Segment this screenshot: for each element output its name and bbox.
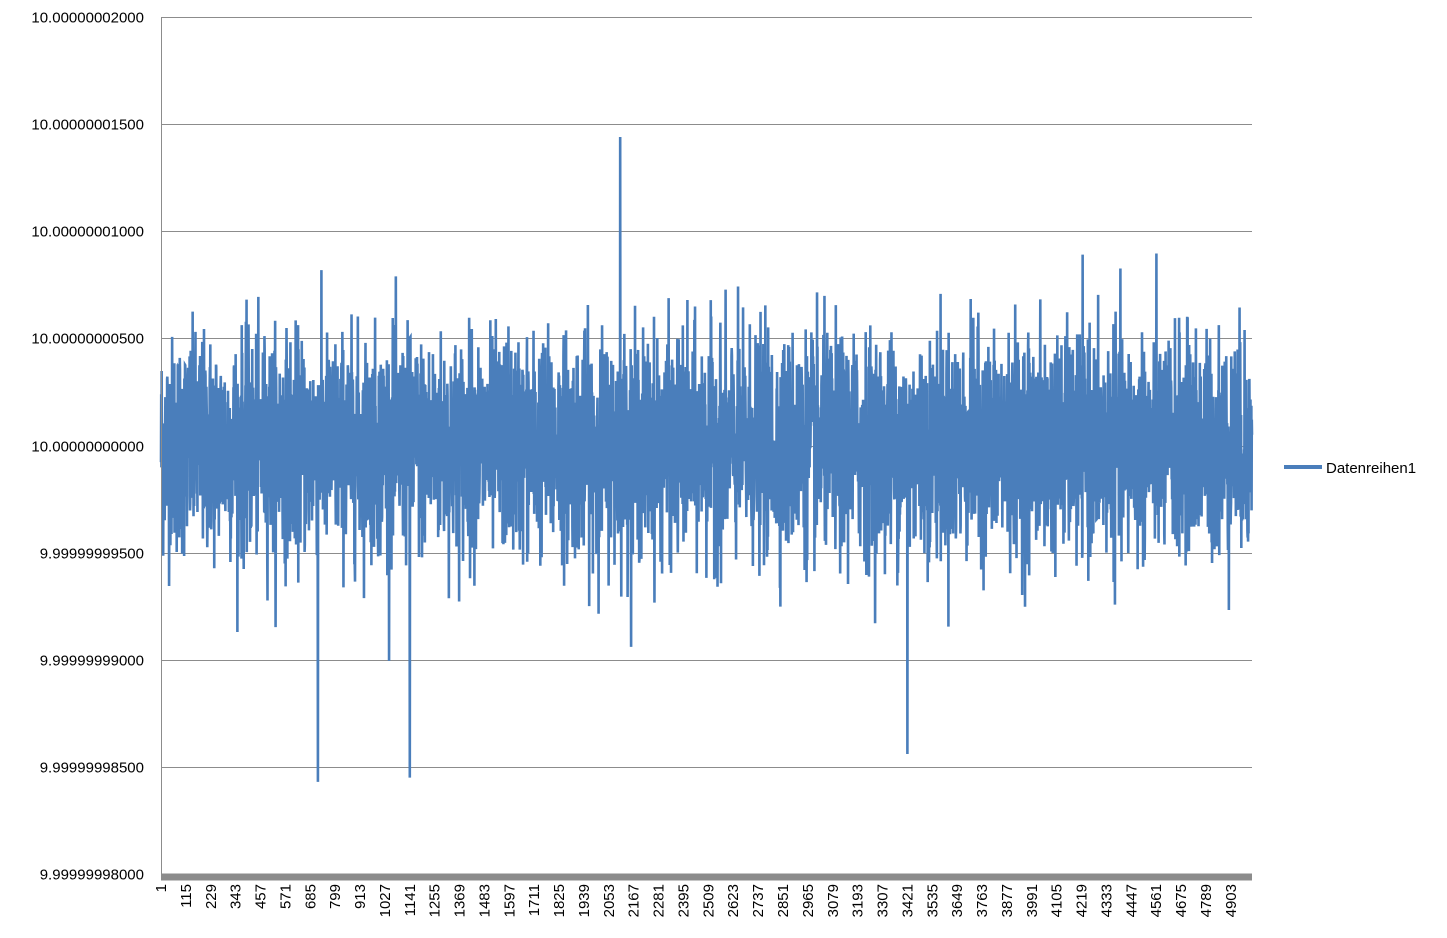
legend: Datenreihen1 bbox=[1284, 460, 1416, 477]
x-tick-label: 1369 bbox=[452, 884, 469, 917]
x-axis-tick-labels: 1 115 229 343 457 571 685 799 913 1027 1141 1255 136… bbox=[153, 884, 1240, 917]
x-tick-label: 3535 bbox=[924, 884, 941, 917]
x-tick-label: 2737 bbox=[750, 884, 767, 917]
x-tick-label: 4219 bbox=[1074, 884, 1091, 917]
x-tick-label: 3307 bbox=[875, 884, 892, 917]
x-tick-label: 799 bbox=[327, 884, 344, 909]
x-tick-label: 457 bbox=[253, 884, 270, 909]
x-tick-label: 229 bbox=[203, 884, 220, 909]
x-tick-label: 1483 bbox=[476, 884, 493, 917]
x-tick-label: 3763 bbox=[974, 884, 991, 917]
x-tick-label: 1939 bbox=[576, 884, 593, 917]
y-tick-label: 10.00000001000 bbox=[31, 224, 144, 241]
x-tick-label: 2509 bbox=[700, 884, 717, 917]
x-tick-label: 3079 bbox=[825, 884, 842, 917]
x-tick-label: 4333 bbox=[1098, 884, 1115, 917]
x-tick-label: 1711 bbox=[526, 884, 543, 916]
x-tick-label: 2623 bbox=[725, 884, 742, 917]
x-tick-label: 3991 bbox=[1024, 884, 1041, 917]
x-tick-label: 2053 bbox=[601, 884, 618, 917]
x-tick-label: 4789 bbox=[1198, 884, 1215, 917]
y-tick-label: 9.99999998000 bbox=[40, 867, 144, 884]
x-tick-label: 2851 bbox=[775, 884, 792, 917]
y-tick-label: 9.99999998500 bbox=[40, 760, 144, 777]
x-tick-label: 1597 bbox=[501, 884, 518, 917]
y-tick-label: 10.00000000000 bbox=[31, 439, 144, 456]
x-tick-label: 2167 bbox=[626, 884, 643, 917]
x-tick-label: 115 bbox=[178, 884, 195, 908]
x-tick-label: 3421 bbox=[899, 884, 916, 917]
x-tick-label: 1027 bbox=[377, 884, 394, 917]
y-tick-label: 9.99999999000 bbox=[40, 653, 144, 670]
x-tick-label: 2281 bbox=[651, 884, 668, 917]
x-tick-label: 3877 bbox=[999, 884, 1016, 917]
y-tick-label: 10.00000001500 bbox=[31, 117, 144, 134]
x-tick-label: 4675 bbox=[1173, 884, 1190, 917]
y-tick-label: 10.00000000500 bbox=[31, 331, 144, 348]
x-tick-label: 3649 bbox=[949, 884, 966, 917]
x-tick-label: 343 bbox=[228, 884, 245, 909]
x-tick-label: 1141 bbox=[402, 884, 419, 916]
legend-label: Datenreihen1 bbox=[1326, 460, 1416, 477]
x-tick-label: 685 bbox=[302, 884, 319, 909]
x-tick-label: 913 bbox=[352, 884, 369, 909]
x-tick-label: 2395 bbox=[675, 884, 692, 917]
x-tick-label: 2965 bbox=[800, 884, 817, 917]
y-tick-label: 9.99999999500 bbox=[40, 546, 144, 563]
x-tick-label: 571 bbox=[277, 884, 294, 909]
x-tick-label: 4561 bbox=[1148, 884, 1165, 917]
x-tick-label: 4903 bbox=[1223, 884, 1240, 917]
x-tick-label: 4447 bbox=[1123, 884, 1140, 917]
x-tick-label: 1825 bbox=[551, 884, 568, 917]
x-tick-label: 4105 bbox=[1049, 884, 1066, 917]
x-tick-label: 3193 bbox=[850, 884, 867, 917]
y-axis-tick-labels: 9.99999998000 9.99999998500 9.99999999000 9… bbox=[31, 10, 144, 884]
series-line-datenreihen1 bbox=[159, 136, 1254, 782]
x-tick-label: 1255 bbox=[427, 884, 444, 917]
y-tick-label: 10.00000002000 bbox=[31, 10, 144, 27]
x-tick-label: 1 bbox=[153, 884, 170, 892]
